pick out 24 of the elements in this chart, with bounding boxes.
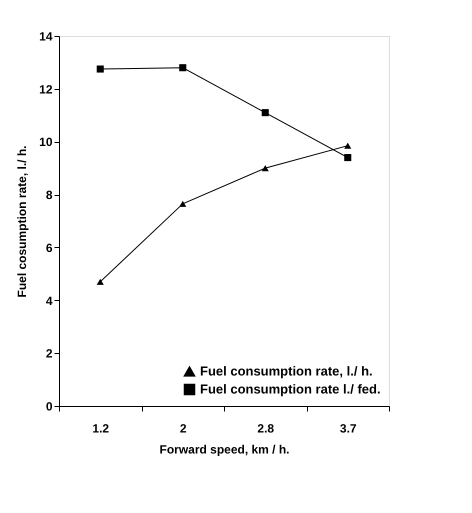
y-tick-label: 2 <box>46 346 53 361</box>
point <box>344 142 352 149</box>
y-tick-label: 6 <box>46 240 53 255</box>
y-tick-label: 4 <box>46 294 53 308</box>
point <box>96 278 104 285</box>
y-axis-title: Fuel cosumption rate, l./ h. <box>15 145 30 298</box>
x-tick-label: 2 <box>180 422 187 436</box>
legend-label: Fuel consumption rate, l./ h. <box>200 364 373 378</box>
point <box>179 64 186 72</box>
point <box>96 66 104 73</box>
point <box>262 165 269 172</box>
x-tick-label: 3.7 <box>340 422 357 436</box>
y-tick-label: 12 <box>39 82 53 96</box>
x-tick-label: 2.8 <box>257 422 274 436</box>
point <box>179 200 186 207</box>
x-tick-label: 1.2 <box>92 422 110 436</box>
point <box>262 109 269 116</box>
point <box>344 154 352 162</box>
y-tick-label: 10 <box>39 135 53 150</box>
y-tick-label: 14 <box>39 30 53 44</box>
x-axis-title: Forward speed, km / h. <box>159 442 290 456</box>
y-tick-label: 0 <box>46 400 53 414</box>
legend-label: Fuel consumption rate l./ fed. <box>200 382 381 396</box>
y-tick-label: 8 <box>46 188 53 202</box>
